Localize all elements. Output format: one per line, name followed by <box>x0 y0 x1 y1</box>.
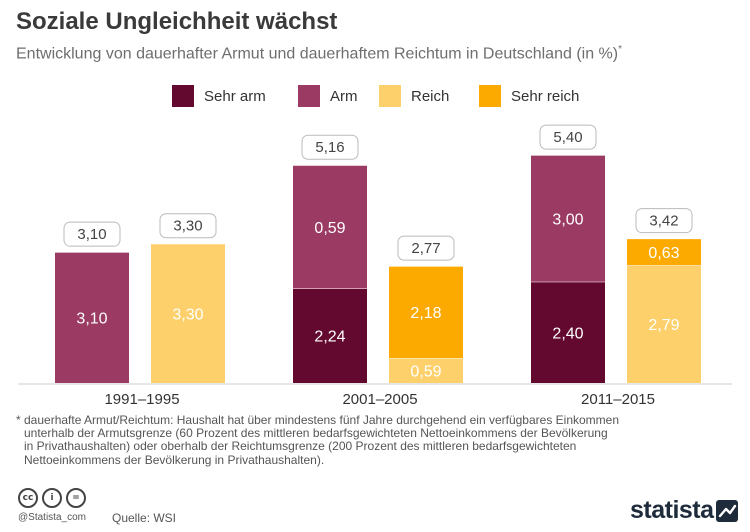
legend-item-sehr-arm: Sehr arm <box>172 84 266 108</box>
social-handle: @Statista_com <box>18 512 86 523</box>
legend-label: Reich <box>411 87 450 105</box>
data-label: 2,24 <box>314 329 345 346</box>
total-label: 3,42 <box>649 213 678 230</box>
footnote-marker: * <box>618 44 622 55</box>
total-callout <box>397 235 455 261</box>
legend-label: Sehr reich <box>511 87 580 105</box>
total-callout <box>635 208 693 234</box>
cc-icon: cc <box>18 488 38 508</box>
by-icon: i <box>42 488 62 508</box>
data-label: 0,63 <box>648 245 679 262</box>
legend-item-reich: Reich <box>379 84 449 108</box>
license-icons: cc i = <box>18 488 86 508</box>
statista-logo-icon <box>716 500 738 522</box>
footnote-line: unterhalb der Armutsgrenze (60 Prozent d… <box>24 426 608 441</box>
source-label: Quelle: WSI <box>112 511 177 525</box>
data-label: 3,10 <box>76 311 107 328</box>
data-label: 2,18 <box>410 305 441 322</box>
legend-label: Sehr arm <box>204 87 266 105</box>
bar-segment <box>293 165 367 289</box>
footnote: * dauerhafte Armut/Reichtum: Haushalt ha… <box>16 413 706 467</box>
nd-icon: = <box>66 488 86 508</box>
bar-segment <box>627 238 701 266</box>
legend-swatch <box>298 85 320 107</box>
legend-swatch <box>172 85 194 107</box>
category-label: 2011–2015 <box>581 391 655 408</box>
legend-swatch <box>379 85 401 107</box>
subtitle-text: Entwicklung von dauerhafter Armut und da… <box>16 45 619 63</box>
bar-segment <box>627 265 701 383</box>
footnote-line: in Privathaushalten) oder oberhalb der R… <box>24 439 577 454</box>
bar-segment <box>151 243 225 383</box>
data-label: 2,40 <box>552 325 583 342</box>
statista-logo: statista <box>630 496 714 524</box>
chart-title: Soziale Ungleichheit wächst <box>16 8 338 35</box>
bar-segment <box>389 266 463 359</box>
category-label: 1991–1995 <box>104 391 179 408</box>
chart-subtitle: Entwicklung von dauerhafter Armut und da… <box>16 44 622 63</box>
legend-item-sehr-reich: Sehr reich <box>479 84 579 108</box>
total-callout <box>539 124 597 150</box>
data-label: 0,59 <box>410 364 441 381</box>
data-label: 0,59 <box>314 220 345 237</box>
data-label: 2,79 <box>648 317 679 334</box>
legend-swatch <box>479 85 501 107</box>
total-callout <box>159 213 217 239</box>
total-callout <box>63 221 121 247</box>
legend-item-arm: Arm <box>298 84 358 108</box>
legend-label: Arm <box>330 87 358 105</box>
bar-segment <box>531 281 605 383</box>
bar-segment <box>293 288 367 383</box>
total-label: 2,77 <box>411 240 440 257</box>
bar-segment <box>531 155 605 282</box>
footnote-line: Nettoeinkommens der Bevölkerung in Priva… <box>24 452 325 467</box>
data-label: 3,30 <box>172 306 203 323</box>
total-label: 3,30 <box>173 218 202 235</box>
category-label: 2001–2005 <box>342 391 417 408</box>
total-label: 5,16 <box>315 139 344 156</box>
footnote-line: * dauerhafte Armut/Reichtum: Haushalt ha… <box>16 413 620 427</box>
chart-legend: Sehr arm Arm Reich Sehr reich <box>0 84 750 108</box>
data-label: 3,00 <box>552 211 583 228</box>
total-label: 3,10 <box>77 226 106 243</box>
total-label: 5,40 <box>553 129 582 146</box>
bar-segment <box>389 358 463 383</box>
bar-segment <box>55 252 129 383</box>
total-callout <box>301 134 359 160</box>
